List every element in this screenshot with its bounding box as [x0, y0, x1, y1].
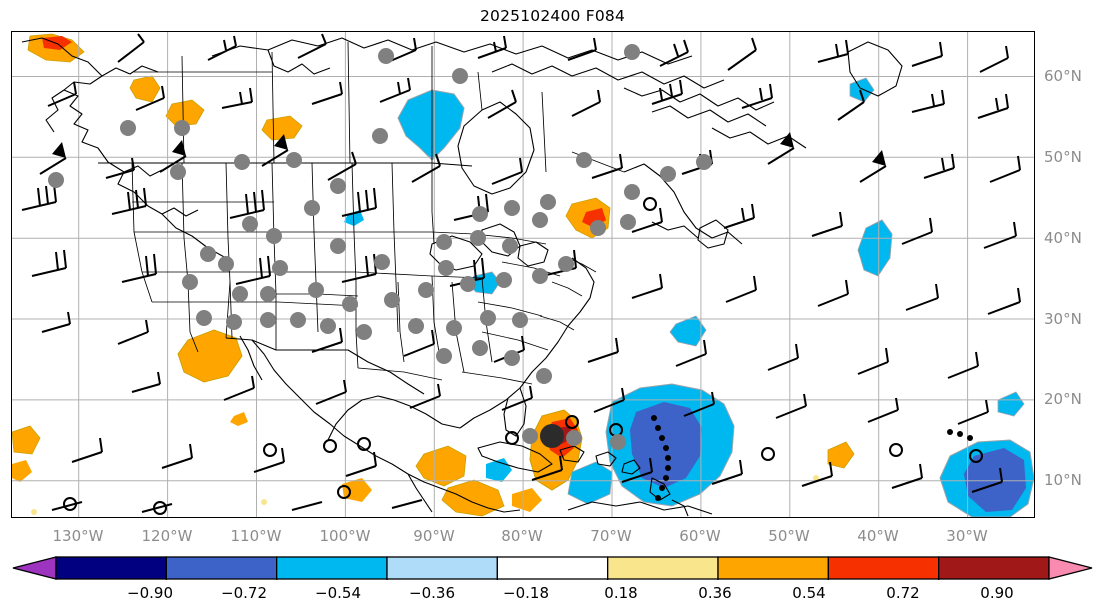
lon-label-40w: 40°W [857, 527, 899, 545]
colorbar [11, 556, 1094, 580]
lon-label-110w: 110°W [230, 527, 282, 545]
cbar-tick--0.36: −0.36 [409, 584, 455, 602]
anomaly-shading-layer [12, 33, 1034, 517]
map-canvas [12, 32, 1034, 517]
cbar-tick--0.72: −0.72 [221, 584, 267, 602]
wind-barbs-layer [21, 33, 1021, 513]
lon-label-30w: 30°W [946, 527, 988, 545]
storm-track [651, 415, 973, 501]
cbar-tick--0.54: −0.54 [315, 584, 361, 602]
page-title: 2025102400 F084 [479, 7, 626, 25]
lon-label-130w: 130°W [52, 527, 104, 545]
cbar-tick--0.18: −0.18 [503, 584, 549, 602]
calm-markers [63, 197, 983, 515]
lat-label-50n: 50°N [1044, 148, 1082, 166]
lat-label-20n: 20°N [1044, 390, 1082, 408]
lon-label-100w: 100°W [319, 527, 371, 545]
station-markers [48, 44, 712, 450]
lon-label-60w: 60°W [679, 527, 721, 545]
colorbar-canvas [12, 556, 1093, 580]
cbar-tick-0.72: 0.72 [886, 584, 920, 602]
cbar-tick-0.54: 0.54 [792, 584, 826, 602]
lon-label-120w: 120°W [141, 527, 193, 545]
graticule [12, 32, 1034, 517]
lat-label-10n: 10°N [1044, 471, 1082, 489]
cbar-tick-0.90: 0.90 [980, 584, 1014, 602]
map-panel [11, 31, 1035, 518]
cbar-tick-0.36: 0.36 [698, 584, 732, 602]
coastline-layer [21, 37, 903, 517]
lon-label-50w: 50°W [768, 527, 810, 545]
cbar-tick--0.90: −0.90 [127, 584, 173, 602]
cbar-tick-0.18: 0.18 [604, 584, 638, 602]
lat-label-30n: 30°N [1044, 310, 1082, 328]
lat-label-40n: 40°N [1044, 229, 1082, 247]
lat-label-60n: 60°N [1044, 67, 1082, 85]
lon-label-70w: 70°W [590, 527, 632, 545]
lon-label-80w: 80°W [501, 527, 543, 545]
lon-label-90w: 90°W [413, 527, 455, 545]
